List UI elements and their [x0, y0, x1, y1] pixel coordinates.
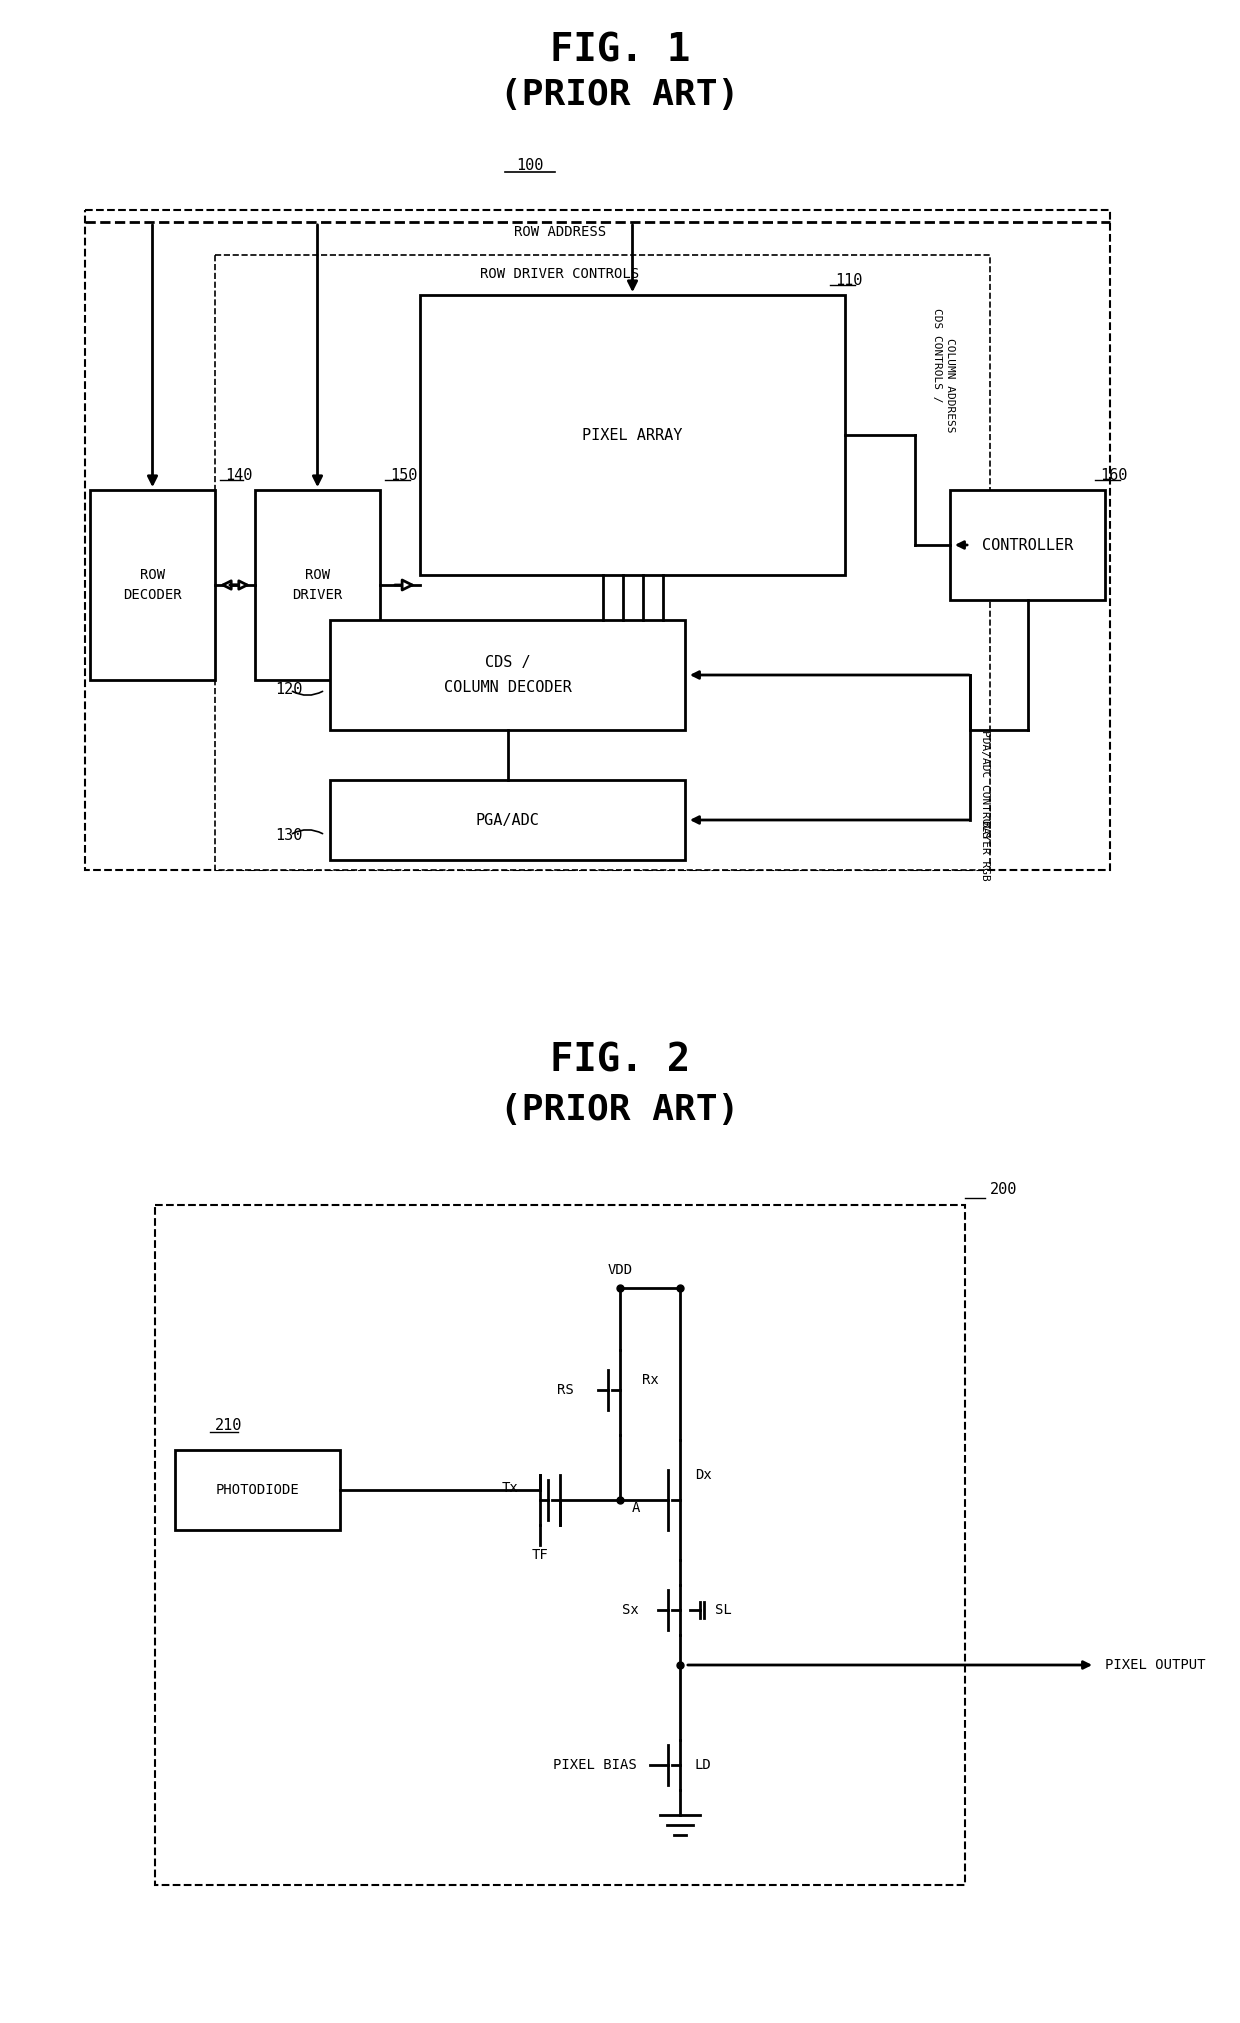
Text: 100: 100 — [516, 158, 543, 172]
Text: PHOTODIODE: PHOTODIODE — [216, 1483, 299, 1497]
Text: 140: 140 — [224, 467, 253, 483]
Text: Tx: Tx — [502, 1481, 518, 1495]
Text: DECODER: DECODER — [123, 589, 182, 603]
Text: PIXEL ARRAY: PIXEL ARRAY — [583, 427, 683, 443]
Text: CONTROLLER: CONTROLLER — [982, 538, 1073, 552]
Text: 130: 130 — [275, 827, 303, 842]
Text: FIG. 2: FIG. 2 — [549, 1042, 691, 1078]
Text: 160: 160 — [1100, 467, 1127, 483]
Text: 110: 110 — [835, 273, 862, 287]
Text: PIXEL OUTPUT: PIXEL OUTPUT — [1105, 1659, 1205, 1671]
Text: PGA/ADC: PGA/ADC — [476, 813, 539, 827]
Text: PIXEL BIAS: PIXEL BIAS — [553, 1758, 637, 1772]
Bar — [330, 619, 684, 730]
Text: ROW DRIVER CONTROLS: ROW DRIVER CONTROLS — [480, 267, 640, 281]
Bar — [330, 781, 684, 860]
Text: DRIVER: DRIVER — [293, 589, 342, 603]
Text: 150: 150 — [391, 467, 418, 483]
Text: PDA/ADC CONTROLS: PDA/ADC CONTROLS — [980, 730, 990, 838]
Text: SL: SL — [715, 1602, 732, 1616]
Text: Dx: Dx — [694, 1469, 712, 1483]
Bar — [420, 295, 844, 575]
Text: RS: RS — [557, 1384, 573, 1398]
Bar — [155, 1206, 965, 1885]
Text: CDS /: CDS / — [485, 655, 531, 670]
Text: VDD: VDD — [608, 1262, 632, 1277]
Text: FIG. 1: FIG. 1 — [549, 30, 691, 69]
Bar — [86, 210, 1110, 870]
Text: 200: 200 — [990, 1183, 1017, 1198]
Text: (PRIOR ART): (PRIOR ART) — [501, 79, 739, 111]
Text: CDS CONTROLS /: CDS CONTROLS / — [932, 307, 942, 403]
Text: ROW ADDRESS: ROW ADDRESS — [513, 225, 606, 239]
Bar — [215, 255, 990, 870]
Text: 120: 120 — [275, 682, 303, 698]
Text: BAYER RGB: BAYER RGB — [980, 819, 990, 880]
Text: ROW: ROW — [305, 568, 330, 583]
Bar — [91, 490, 215, 680]
Text: (PRIOR ART): (PRIOR ART) — [501, 1092, 739, 1127]
Text: Sx: Sx — [621, 1602, 639, 1616]
Text: Rx: Rx — [642, 1374, 658, 1388]
Bar — [255, 490, 379, 680]
Text: COLUMN ADDRESS: COLUMN ADDRESS — [945, 338, 955, 433]
Text: TF: TF — [532, 1548, 548, 1562]
Text: ROW: ROW — [140, 568, 165, 583]
Text: 210: 210 — [215, 1418, 242, 1432]
Text: COLUMN DECODER: COLUMN DECODER — [444, 680, 572, 694]
Bar — [950, 490, 1105, 601]
Bar — [175, 1450, 340, 1529]
Text: LD: LD — [694, 1758, 712, 1772]
Text: A: A — [632, 1501, 640, 1515]
